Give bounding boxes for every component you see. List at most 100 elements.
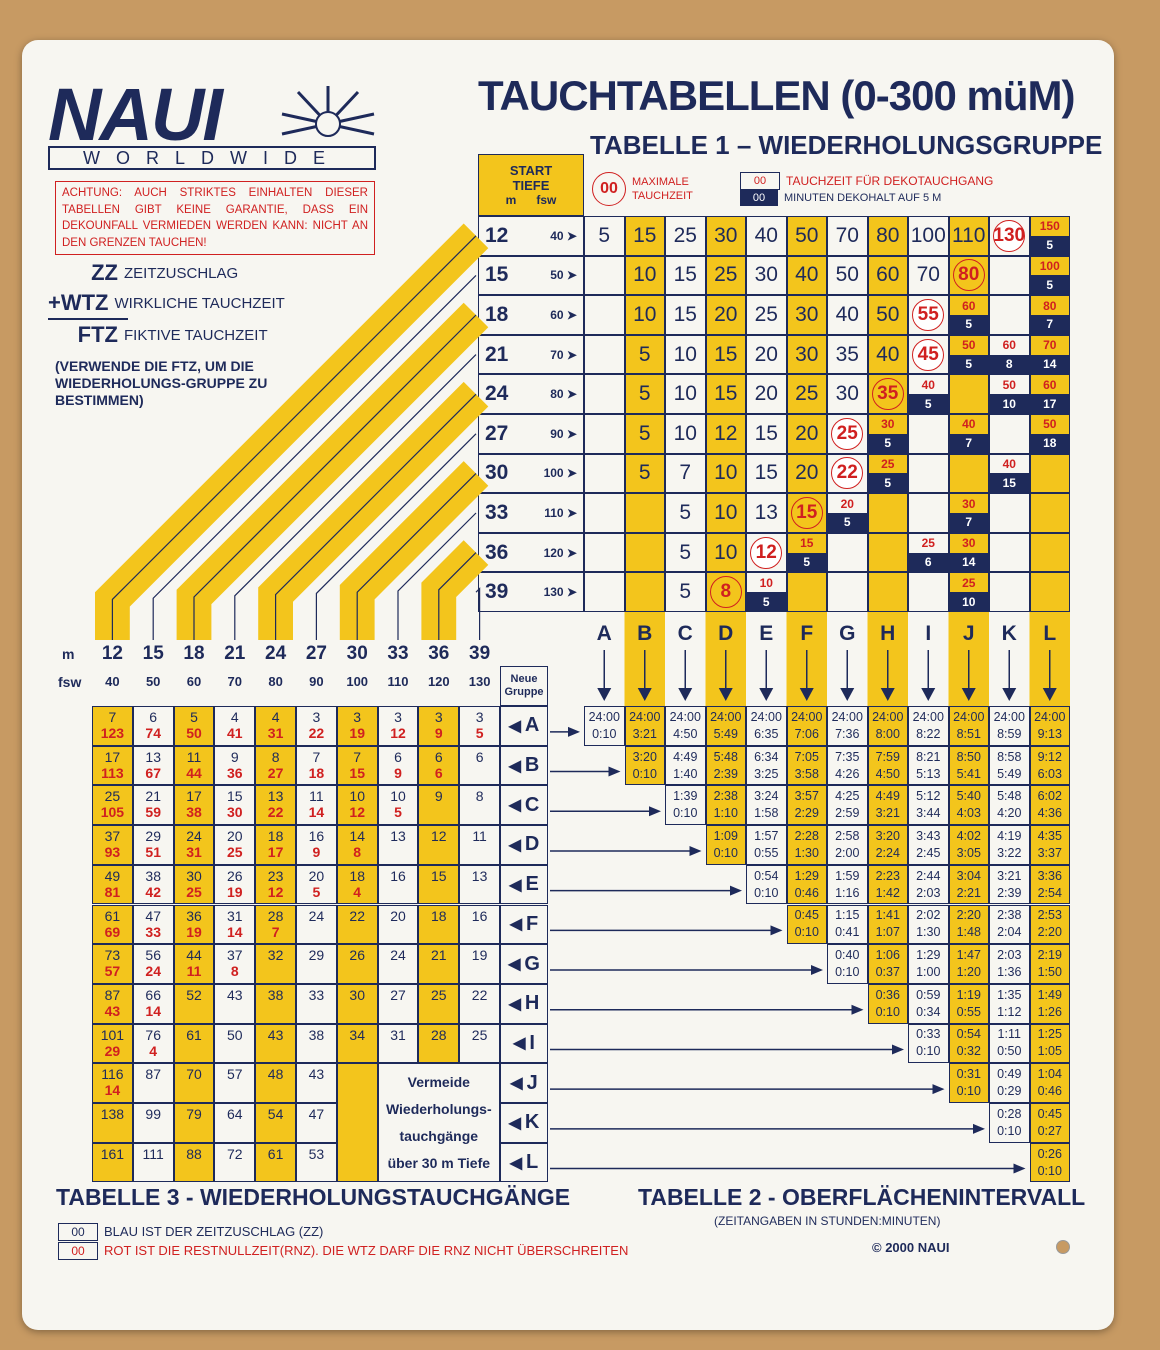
table2-cell: 1:09 0:10 bbox=[705, 825, 746, 865]
no-deco-remaining: 7 bbox=[271, 923, 280, 940]
no-deco-remaining: 5 bbox=[475, 725, 484, 741]
interval-min: 2:04 bbox=[997, 925, 1022, 940]
left-arrow-icon: ◀ bbox=[508, 717, 521, 735]
table3-cell: 3 22 bbox=[296, 706, 337, 746]
table1-cell: 45 bbox=[908, 334, 949, 375]
formula-label: ZEITZUSCHLAG bbox=[124, 264, 239, 282]
table1-cell: 40 7 bbox=[948, 414, 989, 454]
table3-cell: 18 17 bbox=[255, 825, 296, 865]
interval-max: 1:09 bbox=[713, 828, 738, 843]
dive-time: 10 bbox=[714, 461, 738, 485]
table1-cell: 100 bbox=[908, 216, 949, 256]
residual-nitrogen-time: 11 bbox=[186, 748, 202, 765]
residual-nitrogen-time: 17 bbox=[186, 788, 202, 805]
residual-nitrogen-time: 30 bbox=[186, 867, 202, 884]
interval-max: 5:12 bbox=[916, 789, 941, 804]
deco-time: 10 bbox=[759, 575, 773, 590]
diagonal-guide-line bbox=[356, 472, 477, 640]
interval-min: 1:05 bbox=[1037, 1044, 1062, 1059]
table3-cell: 36 19 bbox=[173, 904, 215, 945]
table2-cell: 0:45 0:27 bbox=[1029, 1103, 1070, 1143]
interval-max: 1:15 bbox=[835, 908, 860, 923]
new-group-B: ◀ B bbox=[500, 745, 548, 786]
no-deco-remaining: 24 bbox=[145, 963, 161, 980]
residual-nitrogen-time: 3 bbox=[353, 709, 362, 725]
group-letter: E bbox=[525, 873, 539, 896]
depth-fsw: 70 ➤ bbox=[550, 347, 577, 362]
table2-cell: 3:24 1:58 bbox=[746, 785, 787, 826]
table1-cell: 10 bbox=[665, 334, 706, 375]
table1-cell: 80 7 bbox=[1029, 295, 1070, 335]
residual-nitrogen-time: 37 bbox=[104, 828, 121, 845]
table3-cell: 48 bbox=[255, 1063, 296, 1103]
residual-nitrogen-time: 13 bbox=[471, 867, 488, 884]
dive-time: 80 bbox=[876, 223, 900, 247]
interval-min: 1:58 bbox=[754, 806, 779, 821]
residual-nitrogen-time: 54 bbox=[267, 1106, 284, 1122]
table2-cell: 4:19 3:22 bbox=[989, 825, 1030, 865]
deco-stop: 17 bbox=[1030, 394, 1069, 413]
table3-cell: 30 25 bbox=[173, 864, 215, 905]
residual-nitrogen-time: 44 bbox=[186, 947, 202, 964]
dive-time: 5 bbox=[679, 500, 692, 524]
table2-cell: 1:19 0:55 bbox=[948, 983, 989, 1024]
depth-m: 27 bbox=[485, 421, 509, 445]
table3-cell: 73 57 bbox=[92, 944, 133, 984]
left-arrow-icon: ◀ bbox=[508, 797, 521, 815]
interval-min: 0:10 bbox=[956, 1084, 981, 1099]
no-deco-remaining: 4 bbox=[353, 883, 362, 900]
table3-cell: 21 59 bbox=[132, 785, 174, 826]
table1-cell: 25 bbox=[665, 216, 706, 256]
stop-code: 00 bbox=[740, 189, 778, 206]
table3-cell: 17 38 bbox=[173, 785, 215, 826]
table3-cell: 7 123 bbox=[92, 706, 133, 746]
table3-cell: 61 bbox=[173, 1023, 215, 1064]
interval-min: 3:05 bbox=[956, 845, 981, 860]
depth-col-fsw: 130 bbox=[468, 674, 491, 689]
residual-nitrogen-time: 22 bbox=[471, 986, 488, 1003]
table3-cell: 28 bbox=[418, 1023, 460, 1064]
table1-cell: 80 bbox=[867, 216, 908, 256]
table1-cell: 10 bbox=[624, 295, 665, 335]
interval-min: 1:10 bbox=[713, 806, 738, 821]
table1-cell bbox=[908, 493, 949, 533]
table3-cell: 54 bbox=[255, 1103, 296, 1143]
table1-cell: 50 bbox=[867, 295, 908, 335]
deco-stop: 7 bbox=[949, 512, 988, 532]
table1-cell: 5 bbox=[584, 216, 625, 256]
table3-cell: 47 bbox=[296, 1103, 337, 1143]
interval-max: 4:49 bbox=[673, 749, 698, 764]
table1-cell bbox=[908, 572, 949, 612]
no-deco-remaining: 30 bbox=[227, 804, 243, 821]
interval-min: 1:00 bbox=[916, 965, 941, 980]
deco-time: 60 bbox=[962, 298, 976, 313]
table1-cell: 7 bbox=[665, 453, 706, 494]
residual-nitrogen-time: 87 bbox=[145, 1066, 161, 1083]
interval-max: 0:36 bbox=[875, 987, 900, 1002]
dive-time: 20 bbox=[754, 382, 778, 406]
residual-nitrogen-time: 61 bbox=[104, 907, 121, 924]
depth-row-27: 27 90 ➤ bbox=[478, 414, 584, 454]
table3-cell: 27 bbox=[377, 983, 419, 1024]
residual-nitrogen-time: 34 bbox=[349, 1026, 365, 1043]
interval-max: 4:49 bbox=[875, 789, 900, 804]
no-deco-remaining: 59 bbox=[145, 804, 161, 821]
interval-max: 1:11 bbox=[997, 1027, 1021, 1042]
left-arrow-icon: ◀ bbox=[509, 876, 522, 894]
max-time-circle: 22 bbox=[831, 457, 864, 490]
table2-cell: 3:43 2:45 bbox=[908, 825, 949, 865]
table3-cell: 18 4 bbox=[336, 864, 378, 905]
interval-max: 5:48 bbox=[997, 789, 1022, 804]
residual-nitrogen-time: 23 bbox=[267, 867, 284, 884]
table1-cell: 5 bbox=[624, 374, 665, 414]
table3-cell: 161 bbox=[92, 1142, 133, 1183]
formula-row-wtz: +WTZ WIRKLICHE TAUCHZEIT bbox=[48, 288, 285, 320]
table3-cell: 52 bbox=[173, 983, 215, 1024]
residual-nitrogen-time: 9 bbox=[230, 748, 239, 765]
warning-box: ACHTUNG: AUCH STRIKTES EINHALTEN DIESER … bbox=[55, 181, 375, 255]
residual-nitrogen-time: 20 bbox=[227, 828, 243, 845]
table1-cell bbox=[786, 572, 827, 612]
no-deco-remaining: 8 bbox=[353, 844, 362, 861]
table1-cell: 40 bbox=[786, 255, 827, 296]
dive-time: 5 bbox=[679, 540, 692, 564]
